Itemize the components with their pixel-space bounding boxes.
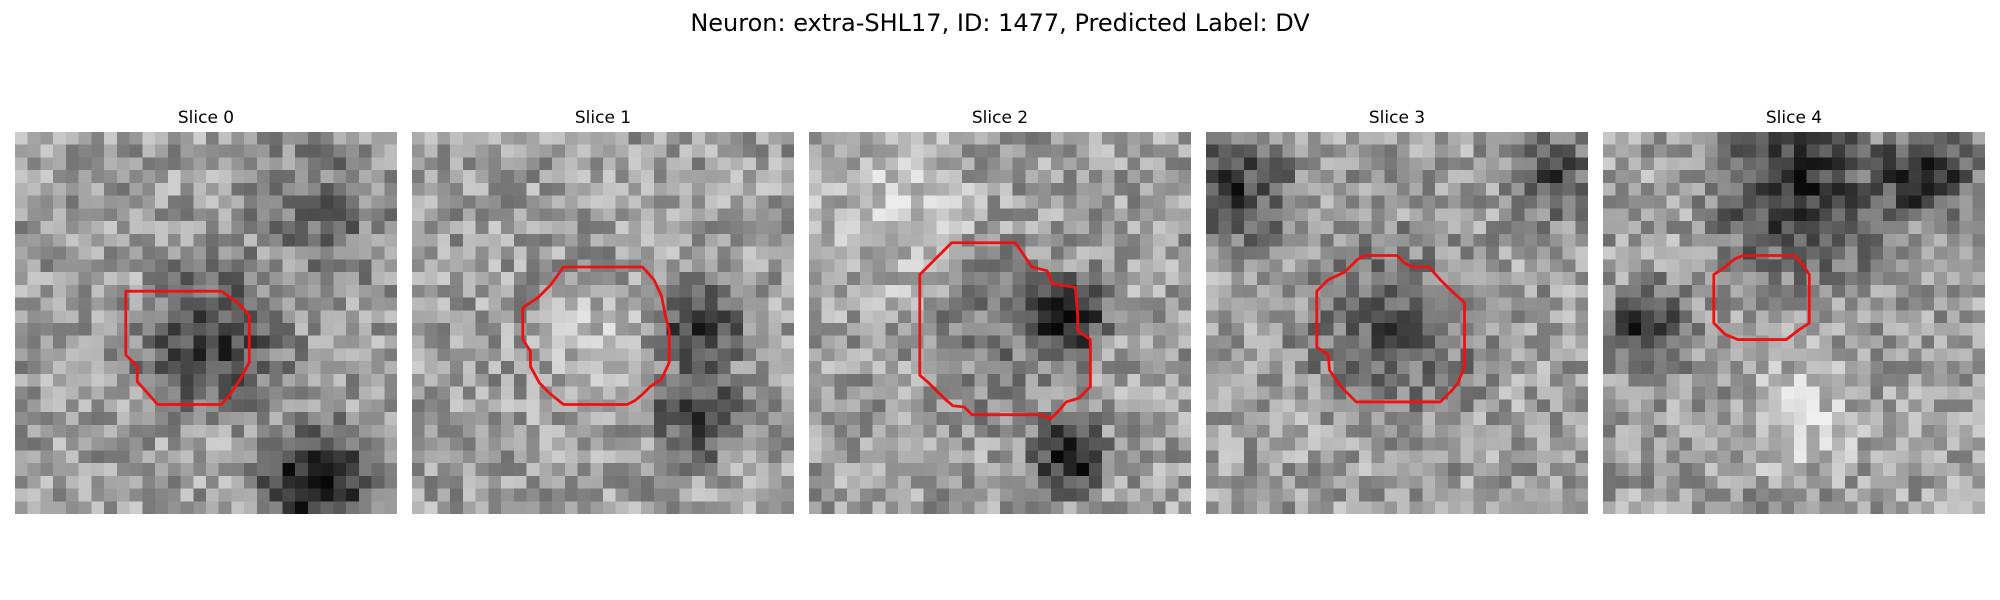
cell-contour-1 (521, 265, 671, 406)
slice-image-1 (412, 132, 794, 514)
cell-contour-4 (1712, 254, 1811, 341)
slice-panel-1: Slice 1 (412, 108, 794, 514)
slice-panel-0: Slice 0 (15, 108, 397, 514)
slice-title-2: Slice 2 (971, 108, 1029, 128)
slice-title-4: Slice 4 (1765, 108, 1823, 128)
slice-image-2 (809, 132, 1191, 514)
cell-contour-3 (1315, 254, 1466, 404)
slice-title-3: Slice 3 (1368, 108, 1426, 128)
slice-image-0 (15, 132, 397, 514)
slice-title-0: Slice 0 (177, 108, 235, 128)
slice-panel-3: Slice 3 (1206, 108, 1588, 514)
slice-image-4 (1603, 132, 1985, 514)
cell-contour-2 (918, 241, 1092, 420)
slice-panel-4: Slice 4 (1603, 108, 1985, 514)
slice-title-1: Slice 1 (574, 108, 632, 128)
slice-panel-2: Slice 2 (809, 108, 1191, 514)
slice-image-3 (1206, 132, 1588, 514)
figure-title: Neuron: extra-SHL17, ID: 1477, Predicted… (690, 9, 1310, 37)
cell-contour-0 (124, 289, 251, 406)
